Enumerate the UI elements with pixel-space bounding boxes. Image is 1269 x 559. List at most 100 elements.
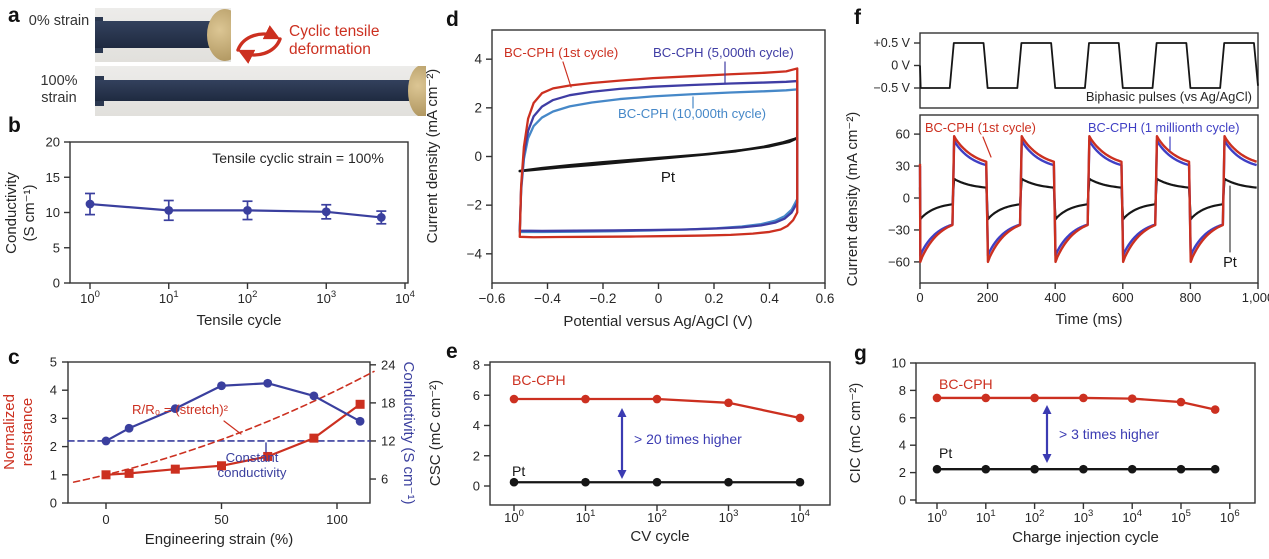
hydrogel-strip-stretched: [95, 80, 411, 101]
y-tick-label: 4: [473, 418, 480, 433]
y-axis-label: Current density (mA cm⁻²): [844, 112, 861, 287]
curve-label: BC-CPH (1 millionth cycle): [1088, 120, 1239, 135]
y-tick-label: −2: [467, 198, 482, 213]
x-tick-label: −0.4: [534, 291, 561, 306]
data-point: [932, 393, 942, 403]
panel-e-label: e: [446, 340, 458, 363]
data-point-square: [124, 468, 134, 478]
leader-line: [223, 420, 242, 435]
y-tick-label: 5: [50, 355, 57, 370]
data-point: [724, 477, 733, 487]
data-point: [581, 477, 590, 487]
y2-tick-label: 12: [381, 433, 395, 448]
data-point: [376, 213, 386, 222]
data-point-square: [101, 470, 111, 480]
chart-biphasic-pulses: +0.5 V 0 V −0.5 V Biphasic pulses (vs Ag/Ag…: [844, 32, 1269, 328]
data-point-square: [309, 433, 319, 443]
y-tick-label: 0: [903, 191, 910, 206]
data-point: [509, 477, 519, 487]
strain-0-label: 0% strain: [28, 13, 90, 29]
data-point: [981, 393, 991, 403]
y-tick-label: 5: [53, 240, 60, 255]
data-point-square: [355, 399, 365, 409]
axis-box: [67, 361, 371, 504]
biphasic-waveform: [919, 42, 1259, 89]
y-tick-label: 4: [899, 438, 906, 453]
data-point: [652, 477, 662, 487]
panel-f-label: f: [854, 6, 861, 29]
chart-conductivity-vs-tensile-cycle: 0 5 10 15 20 100 101 102 103 104 Tensile cyclic st…: [3, 135, 415, 330]
panel-d-label: d: [446, 8, 459, 31]
curve-label: Pt: [1223, 255, 1237, 271]
y-tick-label: 2: [474, 100, 482, 115]
series-bc-cph: [88, 202, 383, 219]
x-tick-label: 104: [1122, 508, 1142, 525]
data-point: [101, 436, 111, 446]
arrow-top: [236, 25, 281, 52]
data-point: [509, 394, 519, 404]
data-point: [1079, 464, 1088, 474]
panel-c-label: c: [8, 346, 20, 369]
x-tick-label: 103: [719, 508, 739, 525]
series-label: BC-CPH: [512, 372, 566, 388]
series-label: Pt: [939, 445, 952, 461]
y-tick-label: 6: [899, 410, 906, 425]
x-axis-label: Time (ms): [1056, 311, 1123, 328]
y-axis-label: CSC (mC cm⁻²): [427, 380, 444, 486]
data-point: [263, 378, 273, 388]
x-tick-label: 200: [977, 290, 999, 305]
chart-cic-vs-charge-injection-cycle: 0 2 4 6 8 10 100 101 102 103 104 105 106 BC-CPH Pt > 3 …: [847, 356, 1256, 546]
arrow-head-up: [1042, 405, 1052, 414]
x-tick-label: 103: [1074, 508, 1094, 525]
x-tick-label: 103: [316, 289, 336, 306]
axis-box: [489, 361, 831, 506]
leader-line: [562, 61, 572, 88]
x-tick-label: −0.2: [590, 291, 617, 306]
x-tick-label: 102: [238, 289, 258, 306]
chart-csc-vs-cv-cycle: 0 2 4 6 8 100 101 102 103 104 BC-CPH Pt > 20 times h…: [427, 358, 831, 545]
x-tick-label: 106: [1220, 508, 1240, 525]
panel-a-label: a: [8, 4, 20, 27]
x-tick-label: 101: [159, 289, 179, 306]
photo-0-percent-strain: [95, 8, 231, 62]
chart-cv-curves: −4 −2 0 2 4 −0.6 −0.4 −0.2 0 0.2 0.4 0.6 Pt BC-CPH (1…: [424, 29, 834, 330]
y-axis-label: resistance: [19, 398, 36, 466]
y-tick-label: 20: [46, 135, 60, 150]
cv-curve-BC-CPH (1st cycle): [518, 67, 799, 239]
data-point: [355, 416, 365, 426]
clamp-coin: [408, 66, 426, 116]
cyclic-arrows-icon: [236, 25, 282, 64]
x-tick-label: 400: [1044, 290, 1066, 305]
x-tick-label: −0.6: [479, 291, 506, 306]
y-tick-label: 15: [46, 170, 60, 185]
x-tick-label: 104: [790, 508, 810, 525]
arrow-head-down: [617, 470, 627, 479]
data-point: [309, 391, 319, 401]
data-point: [1210, 405, 1220, 414]
series-BC-CPH: [935, 396, 1217, 411]
arrow-head-up: [617, 408, 627, 417]
y-axis-label: (S cm⁻¹): [21, 184, 38, 241]
data-point: [652, 394, 662, 404]
voltage-tick-label: 0 V: [891, 59, 910, 73]
y-axis-label: CIC (mC cm⁻²): [847, 383, 864, 483]
x-tick-label: 100: [927, 508, 947, 525]
y-tick-label: −30: [888, 222, 910, 237]
data-point: [1176, 397, 1186, 407]
data-point: [981, 464, 991, 474]
curve-label: BC-CPH (1st cycle): [925, 120, 1036, 135]
y-tick-label: 10: [46, 205, 60, 220]
curve-label: Pt: [661, 169, 676, 186]
y-tick-label: −60: [888, 254, 910, 269]
y-tick-label: 2: [473, 448, 480, 463]
x-tick-label: 102: [647, 508, 667, 525]
data-point: [1210, 464, 1220, 474]
curve-label: BC-CPH (10,000th cycle): [618, 106, 766, 121]
y-tick-label: −4: [467, 246, 483, 261]
cyclic-deformation-label: Cyclic tensile deformation: [289, 23, 380, 58]
curve-label: BC-CPH (5,000th cycle): [653, 45, 794, 60]
annotation-constant-conductivity: conductivity: [218, 465, 287, 480]
x-tick-label: 104: [395, 289, 415, 306]
data-point: [724, 398, 733, 408]
